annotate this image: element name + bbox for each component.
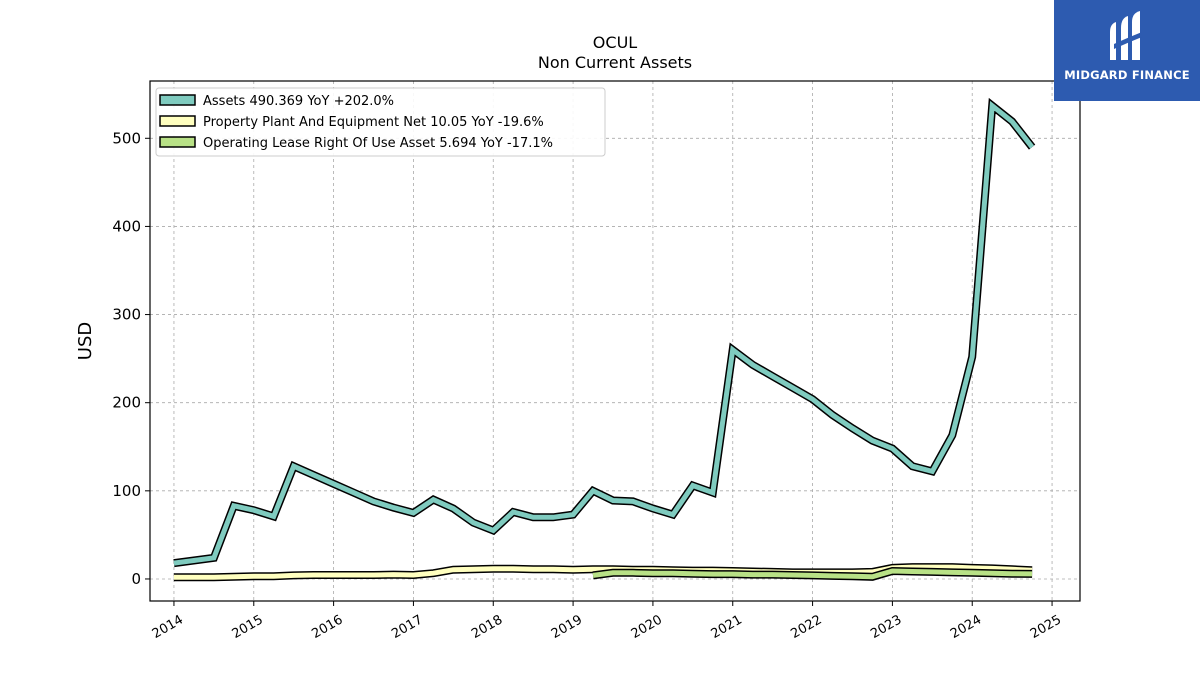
x-tick-label: 2019: [549, 612, 585, 642]
series-group: [173, 97, 1036, 582]
x-tick-label: 2022: [788, 612, 824, 642]
x-tick-label: 2017: [389, 612, 425, 642]
legend-swatch: [159, 136, 196, 148]
y-tick-label: 100: [112, 482, 141, 500]
legend-label: Property Plant And Equipment Net 10.05 Y…: [203, 115, 544, 130]
assets-line: [173, 100, 1035, 566]
y-tick-label: 0: [131, 570, 141, 588]
legend-item-operating-lease: Operating Lease Right Of Use Asset 5.694…: [159, 136, 553, 151]
chart-subtitle: Non Current Assets: [538, 53, 692, 72]
legend-swatch: [159, 115, 196, 127]
legend-label: Assets 490.369 YoY +202.0%: [203, 94, 394, 109]
chart-title: OCUL: [593, 33, 637, 52]
x-tick-label: 2023: [868, 612, 904, 642]
legend-item-assets: Assets 490.369 YoY +202.0%: [159, 94, 394, 109]
x-axis: 2014 2015 2016 2017 2018 2019 2020 2021 2022 2023…: [150, 601, 1064, 642]
y-tick-label: 500: [112, 129, 141, 147]
logo-text: MIDGARD FINANCE: [1064, 68, 1190, 82]
legend-swatch: [159, 94, 196, 106]
plot-frame: [149, 80, 1081, 602]
legend-item-ppe-net: Property Plant And Equipment Net 10.05 Y…: [159, 115, 544, 130]
legend-label: Operating Lease Right Of Use Asset 5.694…: [203, 136, 553, 151]
legend: Assets 490.369 YoY +202.0% Property Plant…: [155, 87, 606, 157]
operating-lease-line: [592, 568, 1033, 580]
logo-mark-icon: [1110, 11, 1142, 60]
x-tick-label: 2020: [629, 612, 665, 642]
y-tick-label: 300: [112, 306, 141, 324]
x-tick-label: 2025: [1028, 612, 1064, 642]
y-axis-label: USD: [75, 322, 96, 360]
y-tick-label: 400: [112, 217, 141, 235]
x-tick-label: 2018: [469, 612, 505, 642]
x-tick-label: 2015: [230, 612, 266, 642]
x-tick-label: 2014: [150, 612, 186, 642]
x-tick-label: 2016: [309, 612, 345, 642]
legend-box: [155, 87, 606, 157]
grid: [150, 81, 1080, 601]
x-tick-label: 2024: [948, 612, 984, 642]
x-tick-label: 2021: [709, 612, 745, 642]
y-tick-label: 200: [112, 394, 141, 412]
midgard-finance-logo: MIDGARD FINANCE: [1054, 0, 1200, 101]
y-axis: 0 100 200 300 400 500: [112, 129, 150, 588]
